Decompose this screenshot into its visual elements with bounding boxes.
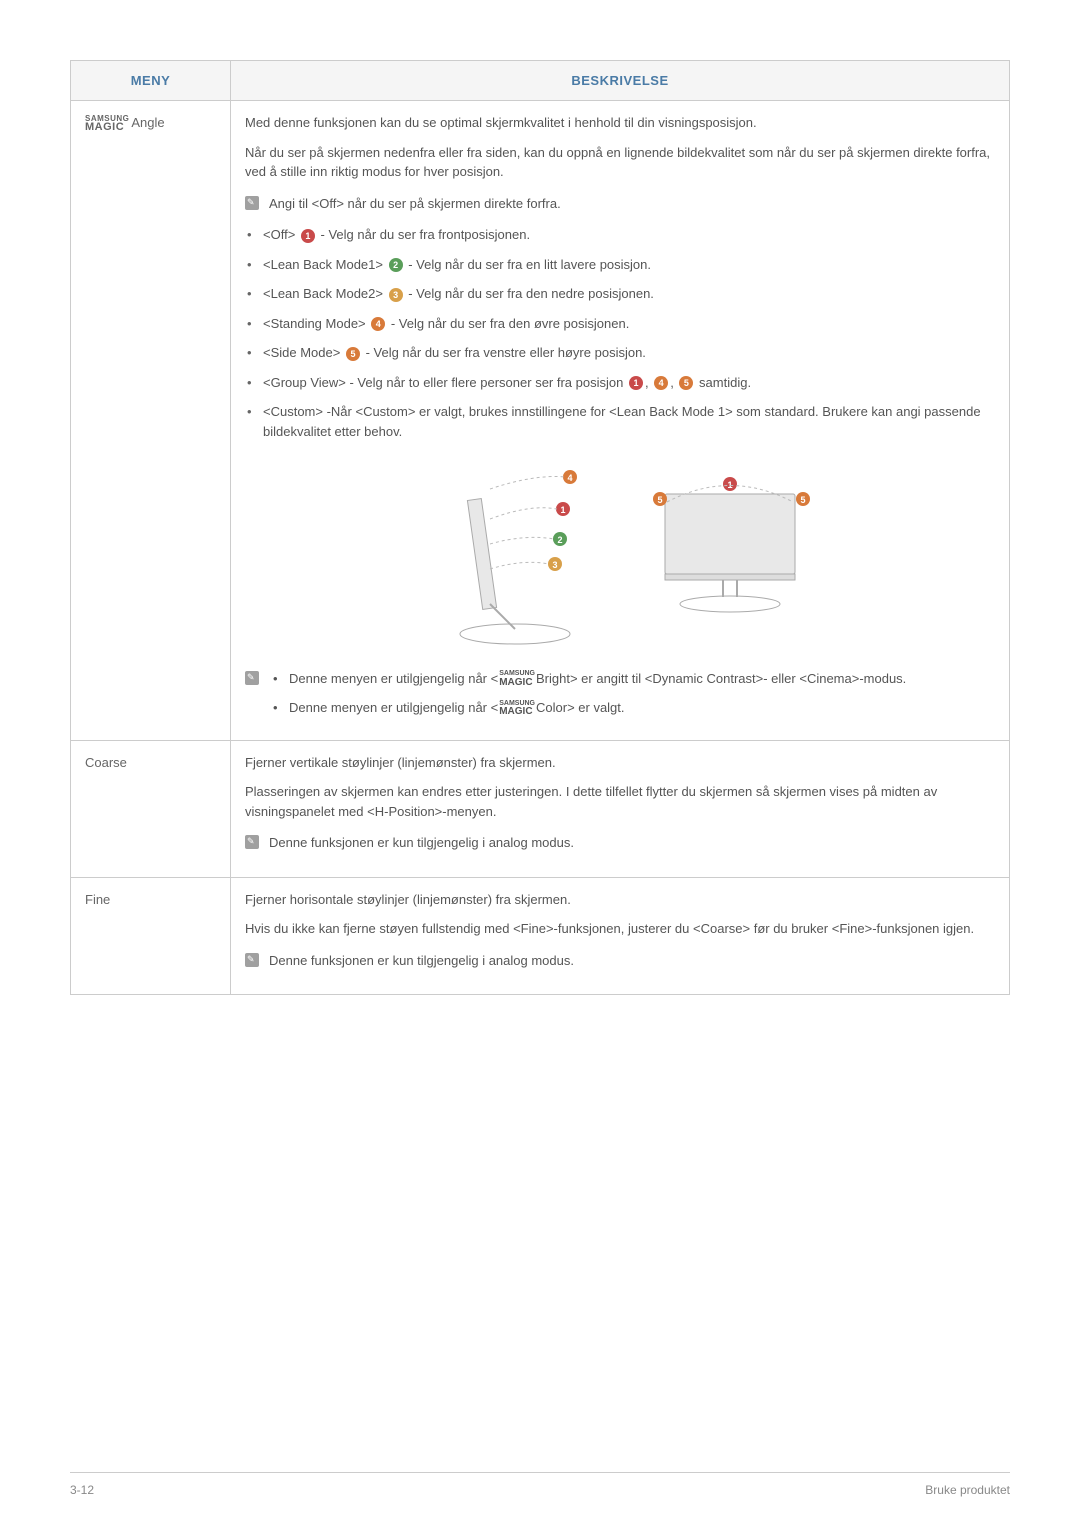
label-fine: Fine [71, 877, 231, 995]
angle-diagram: 4 1 2 3 [245, 459, 995, 655]
opt-standing: <Standing Mode> 4 - Velg når du ser fra … [245, 314, 995, 334]
coarse-p2: Plasseringen av skjermen kan endres ette… [245, 782, 995, 821]
desc-coarse: Fjerner vertikale støylinjer (linjemønst… [231, 740, 1010, 877]
angle-intro-1: Med denne funksjonen kan du se optimal s… [245, 113, 995, 133]
opt-off: <Off> 1 - Velg når du ser fra frontposis… [245, 225, 995, 245]
samsung-magic-logo: SAMSUNG MAGIC [85, 115, 129, 133]
row-coarse: Coarse Fjerner vertikale støylinjer (lin… [71, 740, 1010, 877]
row-magic-angle: SAMSUNG MAGIC Angle Med denne funksjonen… [71, 101, 1010, 741]
note-icon [245, 196, 259, 210]
svg-text:5: 5 [657, 495, 662, 505]
opt-leanback1: <Lean Back Mode1> 2 - Velg når du ser fr… [245, 255, 995, 275]
svg-text:3: 3 [552, 560, 557, 570]
opt-group: <Group View> - Velg når to eller flere p… [245, 373, 995, 393]
opt-custom: <Custom> -Når <Custom> er valgt, brukes … [245, 402, 995, 441]
note-off: Angi til <Off> når du ser på skjermen di… [245, 194, 995, 214]
fine-p2: Hvis du ikke kan fjerne støyen fullstend… [245, 919, 995, 939]
fine-note: Denne funksjonen er kun tilgjengelig i a… [245, 951, 995, 971]
note-icon [245, 953, 259, 967]
samsung-magic-inline: SAMSUNGMAGIC [499, 671, 535, 686]
angle-intro-2: Når du ser på skjermen nedenfra eller fr… [245, 143, 995, 182]
section-title: Bruke produktet [925, 1483, 1010, 1497]
settings-table: MENY BESKRIVELSE SAMSUNG MAGIC Angle Med… [70, 60, 1010, 995]
note-bright: Denne menyen er utilgjengelig når <SAMSU… [271, 669, 995, 689]
note-color: Denne menyen er utilgjengelig når <SAMSU… [271, 698, 995, 718]
label-coarse: Coarse [71, 740, 231, 877]
samsung-magic-inline: SAMSUNGMAGIC [499, 701, 535, 716]
row-fine: Fine Fjerner horisontale støylinjer (lin… [71, 877, 1010, 995]
svg-text:2: 2 [557, 535, 562, 545]
opt-side: <Side Mode> 5 - Velg når du ser fra vens… [245, 343, 995, 363]
label-magic-angle: SAMSUNG MAGIC Angle [71, 101, 231, 741]
desc-magic-angle: Med denne funksjonen kan du se optimal s… [231, 101, 1010, 741]
coarse-p1: Fjerner vertikale støylinjer (linjemønst… [245, 753, 995, 773]
angle-options-list: <Off> 1 - Velg når du ser fra frontposis… [245, 225, 995, 441]
desc-fine: Fjerner horisontale støylinjer (linjemøn… [231, 877, 1010, 995]
page-number: 3-12 [70, 1483, 94, 1497]
svg-text:1: 1 [727, 480, 732, 490]
page-footer: 3-12 Bruke produktet [70, 1472, 1010, 1497]
note-icon [245, 671, 259, 685]
header-meny: MENY [71, 61, 231, 101]
coarse-note: Denne funksjonen er kun tilgjengelig i a… [245, 833, 995, 853]
svg-text:1: 1 [560, 505, 565, 515]
header-beskrivelse: BESKRIVELSE [231, 61, 1010, 101]
angle-notes: Denne menyen er utilgjengelig når <SAMSU… [245, 669, 995, 728]
svg-text:4: 4 [567, 473, 572, 483]
svg-text:5: 5 [800, 495, 805, 505]
fine-p1: Fjerner horisontale støylinjer (linjemøn… [245, 890, 995, 910]
opt-leanback2: <Lean Back Mode2> 3 - Velg når du ser fr… [245, 284, 995, 304]
note-icon [245, 835, 259, 849]
